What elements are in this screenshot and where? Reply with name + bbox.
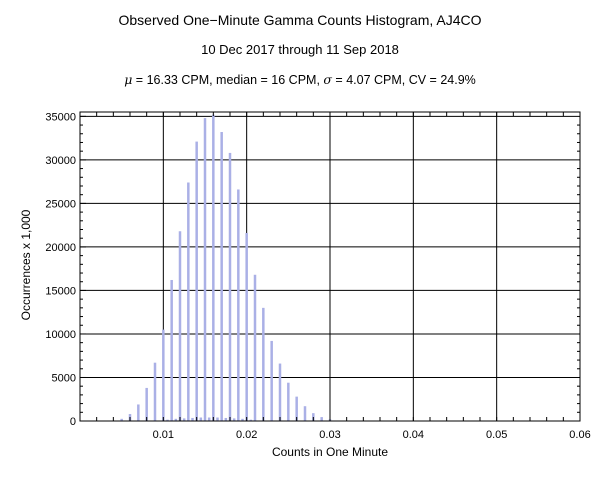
histogram-bar (203, 118, 207, 421)
stats-sigma-cv: = 4.07 CPM, CV = 24.9% (331, 73, 476, 87)
histogram-minor-bar (216, 417, 219, 421)
axis-ticks: 0.01 0.02 0.03 0.04 0.05 0.06 0 5000 10000 15000 2… (45, 111, 590, 441)
y-tick-label: 0 (70, 416, 76, 428)
y-tick-label: 30000 (45, 155, 76, 167)
y-tick-label: 5000 (52, 372, 76, 384)
histogram-bar (278, 363, 282, 421)
histogram-bar (120, 418, 123, 421)
histogram-bar (220, 132, 223, 421)
histogram-minor-bar (174, 418, 178, 421)
stats-mean-median: = 16.33 CPM, median = 16 CPM, (132, 73, 324, 87)
histogram-bar (195, 141, 198, 421)
x-tick-label: 0.01 (153, 429, 174, 441)
x-tick-label: 0.05 (486, 429, 507, 441)
chart-subtitle: 10 Dec 2017 through 11 Sep 2018 (201, 42, 399, 57)
histogram-bar (270, 340, 273, 421)
y-tick-label: 15000 (45, 285, 76, 297)
histogram-bar (162, 329, 165, 421)
y-tick-label: 20000 (45, 242, 76, 254)
x-tick-label: 0.03 (319, 429, 340, 441)
x-tick-label: 0.04 (403, 429, 424, 441)
y-tick-label: 10000 (45, 329, 76, 341)
chart-title: Observed One−Minute Gamma Counts Histogr… (118, 12, 482, 28)
histogram-bar (287, 382, 290, 421)
histogram-bar (228, 152, 232, 422)
histogram-minor-bar (241, 418, 244, 421)
bars (112, 114, 332, 422)
histogram-minor-bar (207, 417, 211, 421)
chart-stats: μ = 16.33 CPM, median = 16 CPM, σ = 4.07… (0, 72, 600, 87)
histogram-minor-bar (166, 419, 169, 421)
sigma-symbol: σ (323, 72, 332, 87)
histogram-minor-bar (182, 418, 186, 421)
histogram-bar (153, 362, 157, 421)
y-tick-label: 25000 (45, 198, 76, 210)
histogram-bar (170, 279, 173, 421)
x-axis-label: Counts in One Minute (272, 445, 388, 459)
x-tick-label: 0.02 (236, 429, 257, 441)
histogram-bar (137, 404, 140, 421)
histogram-minor-bar (224, 417, 228, 421)
y-tick-label: 35000 (45, 111, 76, 123)
histogram-bar (320, 417, 323, 421)
histogram-bar (245, 232, 248, 421)
histogram-minor-bar (199, 417, 203, 421)
y-axis-label: Occurrences x 1,000 (19, 209, 33, 320)
histogram-minor-bar (191, 417, 194, 421)
histogram-bar (178, 231, 182, 421)
histogram-minor-bar (249, 419, 253, 421)
histogram-bar (187, 182, 190, 421)
mu-symbol: μ (124, 72, 133, 87)
histogram-bar (212, 114, 215, 421)
histogram-bar (237, 189, 240, 421)
histogram-bar (295, 396, 298, 421)
histogram-bar (253, 274, 257, 421)
histogram-bar (303, 406, 307, 421)
x-tick-label: 0.06 (569, 429, 590, 441)
histogram-minor-bar (232, 418, 236, 421)
histogram-bar (145, 387, 148, 421)
histogram-bar (262, 307, 265, 421)
